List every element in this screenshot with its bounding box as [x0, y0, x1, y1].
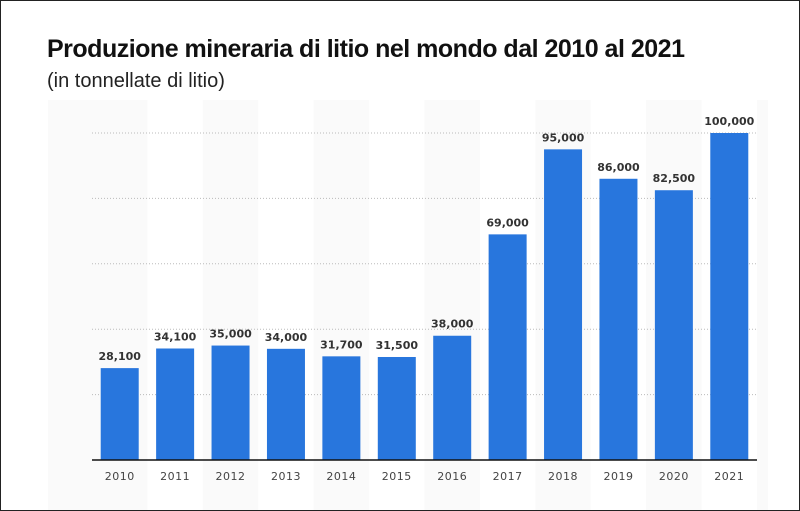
bar-2012 [211, 345, 250, 460]
chart-title: Produzione mineraria di litio nel mondo … [47, 35, 685, 63]
data-label-2010: 28,100 [98, 350, 141, 363]
bar-2016 [433, 335, 472, 460]
data-label-2017: 69,000 [486, 216, 529, 229]
x-tick-2017: 2017 [493, 470, 523, 483]
bar-2015 [377, 356, 416, 460]
bar-2019 [599, 178, 638, 460]
bar-2020 [654, 190, 693, 460]
data-label-2015: 31,500 [376, 339, 419, 352]
bar-2013 [266, 348, 305, 460]
x-tick-2016: 2016 [437, 470, 467, 483]
x-tick-2015: 2015 [382, 470, 412, 483]
data-label-2018: 95,000 [542, 131, 585, 144]
data-label-2021: 100,000 [704, 115, 754, 128]
data-label-2020: 82,500 [653, 172, 696, 185]
data-label-2016: 38,000 [431, 318, 474, 331]
x-tick-2020: 2020 [659, 470, 689, 483]
chart-subtitle: (in tonnellate di litio) [47, 70, 225, 92]
bar-2010 [100, 368, 139, 460]
bar-2014 [322, 356, 361, 460]
data-label-2019: 86,000 [597, 161, 640, 174]
x-tick-2011: 2011 [160, 470, 190, 483]
x-tick-2012: 2012 [216, 470, 246, 483]
data-label-2014: 31,700 [320, 338, 363, 351]
data-label-2013: 34,000 [265, 331, 308, 344]
bar-2011 [156, 348, 195, 460]
x-tick-2021: 2021 [714, 470, 744, 483]
x-tick-2010: 2010 [105, 470, 135, 483]
x-tick-2013: 2013 [271, 470, 301, 483]
bar-2021 [710, 133, 749, 460]
x-tick-2019: 2019 [603, 470, 633, 483]
x-tick-2018: 2018 [548, 470, 578, 483]
bar-2017 [488, 234, 527, 460]
data-label-2012: 35,000 [209, 328, 252, 341]
bar-2018 [544, 149, 583, 460]
x-tick-2014: 2014 [326, 470, 356, 483]
data-label-2011: 34,100 [154, 330, 197, 343]
